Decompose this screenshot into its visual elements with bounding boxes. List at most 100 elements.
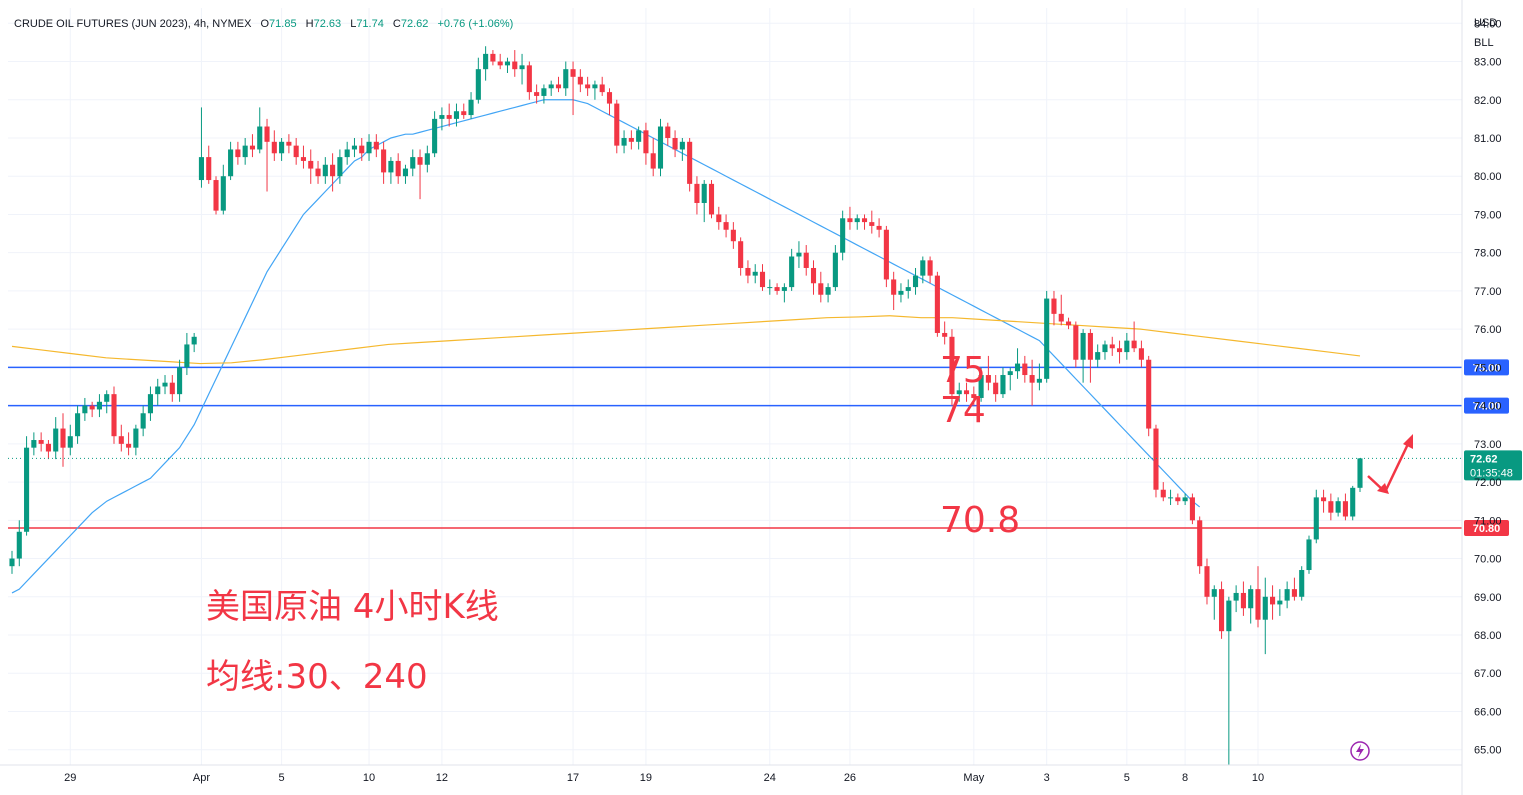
candle-body (971, 394, 977, 398)
candle-body (53, 428, 59, 452)
x-tick-label: 29 (64, 772, 76, 784)
candle-body (1197, 520, 1203, 567)
candle-body (468, 99, 474, 116)
candle-body (1080, 332, 1086, 360)
candle-body (898, 290, 904, 295)
y-tick-label: 65.00 (1474, 745, 1502, 757)
candle-body (293, 145, 299, 158)
y-tick-label: 67.00 (1474, 668, 1502, 680)
candle-body (388, 160, 394, 173)
candle-body (1357, 458, 1363, 488)
candle-body (475, 69, 481, 100)
candle-body (1065, 321, 1072, 326)
level-badge (1464, 359, 1509, 376)
x-tick-label: 12 (436, 772, 448, 784)
candle-body (242, 145, 248, 158)
candle-body (140, 413, 146, 429)
candle-body (147, 394, 153, 414)
candle-body (89, 405, 95, 410)
candle-body (512, 61, 518, 70)
candle-body (701, 183, 707, 203)
candle-body (1029, 375, 1035, 383)
candle-body (424, 153, 430, 165)
candle-body (1095, 352, 1101, 360)
candle-body (206, 157, 212, 181)
candle-body (978, 375, 984, 398)
candle-body (723, 222, 729, 230)
candle-body (308, 160, 314, 169)
candle-body (1211, 589, 1217, 597)
candle-body (1255, 589, 1261, 620)
candle-body (38, 440, 44, 444)
candle-body (162, 382, 168, 387)
candle-body (126, 443, 132, 448)
candle-body (461, 111, 467, 116)
candle-body (82, 405, 88, 414)
candle-body (1248, 589, 1254, 609)
candle-body (366, 141, 372, 154)
candle-body (483, 53, 489, 70)
last-price-line: 72.62 01:35:48 (8, 450, 1522, 481)
candle-body (446, 115, 452, 119)
red-arrow-up-icon (1384, 434, 1413, 491)
candle-body (1116, 348, 1123, 353)
candle-body (789, 256, 795, 288)
candle-body (198, 157, 204, 181)
candle-body (344, 149, 350, 158)
candle-body (1204, 566, 1210, 597)
y-tick-label: 78.00 (1474, 248, 1502, 260)
candle-body (1014, 363, 1021, 372)
candle-body (359, 145, 365, 154)
candle-body (1284, 589, 1290, 601)
candle-body (592, 84, 598, 89)
candle-body (1160, 489, 1166, 498)
y-tick-label: 71.00 (1474, 515, 1502, 527)
annotation-70-8: 70.8 (940, 500, 1020, 541)
x-tick-label: 10 (363, 772, 375, 784)
candle-body (169, 382, 175, 395)
chart-note-title: 美国原油 4小时K线 (206, 587, 499, 627)
candle-body (1350, 487, 1356, 517)
candle-body (1175, 497, 1181, 502)
candle-body (1073, 325, 1079, 360)
candle-body (912, 275, 919, 288)
horizontal-levels[interactable]: 75.00 74.00 70.80 (8, 359, 1509, 536)
candle-body (271, 141, 277, 154)
candles (9, 46, 1363, 765)
lightning-icon[interactable] (1350, 741, 1370, 761)
level-badge-label: 75.00 (1473, 362, 1501, 374)
y-tick-label: 77.00 (1474, 286, 1502, 298)
annotation-75: 75 (940, 350, 986, 391)
level-badge-label: 74.00 (1473, 401, 1501, 413)
candle-body (1058, 313, 1064, 322)
candle-body (555, 84, 562, 89)
y-tick-label: 74.00 (1474, 401, 1502, 413)
candle-body (1321, 497, 1327, 502)
header-legend[interactable]: CRUDE OIL FUTURES (JUN 2023), 4h, NYMEX … (14, 18, 513, 30)
candle-body (781, 287, 787, 291)
candle-body (774, 287, 780, 291)
candle-body (519, 65, 525, 70)
candle-body (497, 61, 503, 66)
candle-body (614, 103, 620, 146)
candle-body (1044, 298, 1050, 379)
candle-body (300, 157, 307, 161)
candle-body (60, 428, 66, 448)
candle-body (118, 436, 124, 444)
candle-body (1313, 497, 1319, 540)
candle-body (942, 332, 948, 337)
candle-body (541, 88, 547, 96)
candle-body (934, 275, 940, 333)
candle-body (708, 183, 715, 215)
candle-body (1226, 600, 1232, 632)
candle-body (993, 382, 999, 395)
candle-body (155, 386, 161, 395)
candle-body (1000, 375, 1006, 395)
countdown-value: 01:35:48 (1470, 467, 1513, 479)
y-tick-label: 84.00 (1474, 18, 1502, 30)
candle-body (832, 252, 838, 288)
candle-body (767, 287, 773, 289)
candle-body (1153, 428, 1159, 490)
